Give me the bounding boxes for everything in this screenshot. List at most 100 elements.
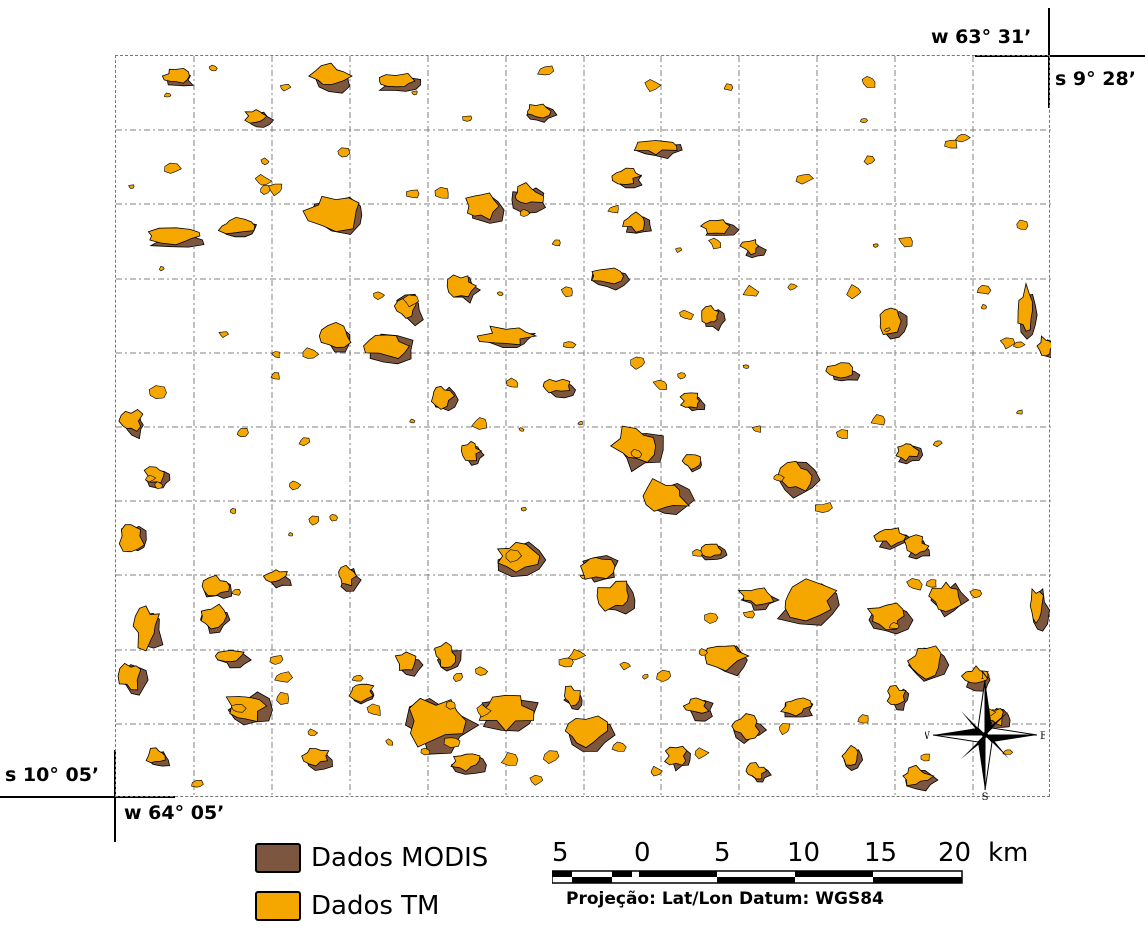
tm-speck bbox=[795, 173, 815, 185]
tm-patch bbox=[580, 557, 616, 580]
tm-speck bbox=[519, 208, 531, 217]
tm-patch bbox=[244, 109, 268, 124]
tm-speck bbox=[870, 414, 886, 426]
tm-patch bbox=[542, 378, 571, 394]
graticule-grid bbox=[116, 56, 1051, 798]
tm-patch bbox=[460, 440, 483, 462]
tm-speck bbox=[742, 610, 756, 619]
tm-patch bbox=[132, 605, 160, 652]
tm-speck bbox=[385, 738, 394, 746]
tm-speck bbox=[520, 507, 527, 512]
tm-speck bbox=[1016, 409, 1023, 415]
tm-speck bbox=[607, 204, 619, 214]
tm-speck bbox=[567, 649, 587, 661]
tm-patch bbox=[841, 744, 859, 766]
tm-patch bbox=[200, 603, 228, 630]
tm-speck bbox=[861, 75, 876, 88]
projection-label: Projeção: Lat/Lon Datum: WGS84 bbox=[566, 889, 884, 909]
tm-speck bbox=[307, 728, 319, 736]
tm-speck bbox=[642, 674, 649, 680]
legend-label-modis: Dados MODIS bbox=[311, 843, 489, 873]
tm-speck bbox=[906, 578, 923, 591]
tm-speck bbox=[254, 174, 273, 186]
tm-speck bbox=[208, 64, 218, 72]
tm-speck bbox=[269, 655, 284, 665]
tm-patch bbox=[145, 747, 166, 764]
tm-speck bbox=[411, 90, 418, 96]
legend-swatch-tm bbox=[255, 891, 301, 921]
scale-label-3: 10 bbox=[787, 838, 821, 868]
tm-speck bbox=[560, 286, 573, 298]
scale-bar bbox=[552, 870, 963, 884]
tm-speck bbox=[884, 327, 891, 333]
tm-patch bbox=[318, 321, 352, 348]
tm-speck bbox=[976, 284, 992, 295]
tm-speck bbox=[443, 737, 461, 748]
scale-label-4: 15 bbox=[864, 838, 898, 868]
tm-patch bbox=[147, 227, 201, 246]
tm-speck bbox=[888, 622, 900, 629]
tm-speck bbox=[337, 147, 351, 158]
tm-speck bbox=[434, 186, 449, 199]
tm-patch bbox=[450, 753, 481, 772]
tm-speck bbox=[159, 266, 165, 272]
legend-swatch-modis bbox=[255, 843, 301, 873]
tm-patch bbox=[886, 684, 907, 706]
tm-patch bbox=[596, 580, 629, 612]
tm-patch bbox=[302, 195, 360, 233]
tm-patch bbox=[465, 192, 500, 221]
tm-speck bbox=[694, 747, 710, 760]
legend-item-tm: Dados TM bbox=[255, 891, 440, 921]
tm-patch bbox=[348, 683, 375, 703]
tm-patch bbox=[434, 641, 456, 669]
tm-patch bbox=[1017, 282, 1033, 332]
tm-speck bbox=[644, 79, 662, 92]
tm-speck bbox=[611, 741, 627, 752]
lat-top-right-label: s 9° 28’ bbox=[1055, 68, 1136, 90]
tm-patch bbox=[699, 219, 731, 234]
tm-speck bbox=[476, 704, 492, 718]
compass-w-label: W bbox=[925, 731, 931, 742]
tm-speck bbox=[704, 612, 719, 624]
tm-patch bbox=[363, 334, 411, 359]
tm-speck bbox=[1013, 341, 1026, 349]
tm-patch bbox=[906, 645, 942, 680]
top-right-horizontal-tick bbox=[975, 55, 1145, 57]
tm-speck bbox=[506, 377, 519, 388]
compass-rose-icon: N S E W bbox=[925, 671, 1045, 800]
tm-speck bbox=[229, 508, 237, 514]
tm-patch bbox=[1036, 335, 1051, 357]
tm-speck bbox=[932, 440, 943, 448]
tm-speck bbox=[420, 747, 431, 756]
tm-patch bbox=[960, 665, 990, 684]
tm-speck bbox=[308, 515, 320, 526]
compass-s-label: S bbox=[982, 792, 989, 800]
tm-patch bbox=[378, 72, 416, 88]
tm-patch bbox=[262, 569, 288, 583]
tm-patch bbox=[737, 587, 775, 606]
tm-speck bbox=[698, 648, 709, 656]
tm-speck bbox=[373, 291, 385, 300]
tm-speck bbox=[279, 83, 292, 92]
compass-n-label: N bbox=[981, 671, 990, 682]
tm-speck bbox=[579, 574, 586, 579]
compass-e-label: E bbox=[1040, 731, 1045, 742]
tm-speck bbox=[954, 133, 971, 143]
tm-speck bbox=[679, 309, 695, 321]
tm-speck bbox=[471, 417, 488, 430]
tm-speck bbox=[452, 672, 464, 682]
tm-speck bbox=[551, 239, 561, 247]
tm-speck bbox=[836, 429, 849, 439]
tm-speck bbox=[144, 475, 157, 483]
tm-speck bbox=[462, 115, 473, 122]
tm-patch bbox=[611, 167, 643, 185]
tm-speck bbox=[445, 700, 456, 710]
tm-speck bbox=[860, 118, 868, 124]
tm-speck bbox=[692, 548, 703, 557]
tm-patch bbox=[825, 362, 853, 379]
legend-item-modis: Dados MODIS bbox=[255, 843, 488, 873]
tm-patch bbox=[117, 662, 142, 691]
tm-speck bbox=[218, 331, 229, 338]
tm-speck bbox=[1016, 219, 1029, 230]
tm-speck bbox=[288, 532, 294, 537]
